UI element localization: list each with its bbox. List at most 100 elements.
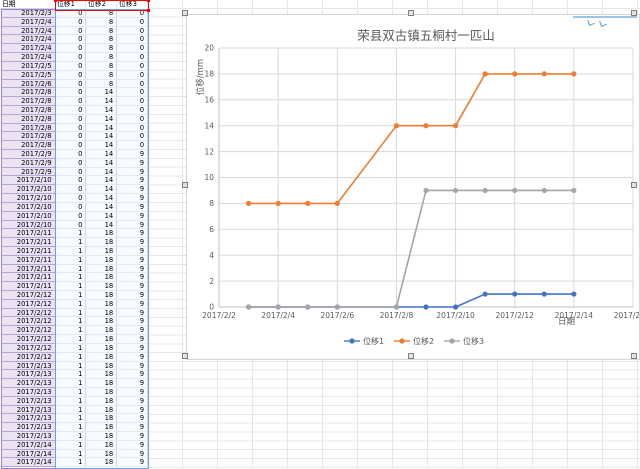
- cell-disp3[interactable]: 9: [117, 150, 149, 159]
- cell-disp2[interactable]: 14: [86, 158, 118, 168]
- cell-disp3[interactable]: 9: [117, 449, 149, 459]
- cell-disp2[interactable]: 14: [86, 194, 118, 203]
- cell-disp1[interactable]: 1: [55, 282, 87, 291]
- cell-date[interactable]: 2017/2/12: [1, 308, 56, 318]
- cell-disp2[interactable]: 18: [86, 229, 118, 239]
- cell-disp1[interactable]: 1: [55, 352, 87, 362]
- cell-disp3[interactable]: 9: [117, 440, 149, 450]
- cell-disp3[interactable]: 0: [117, 105, 149, 115]
- cell-date[interactable]: 2017/2/13: [1, 370, 56, 380]
- cell-disp3[interactable]: 0: [117, 26, 149, 36]
- cell-disp2[interactable]: 18: [86, 379, 118, 388]
- cell-date[interactable]: 2017/2/8: [1, 132, 56, 142]
- cell-disp3[interactable]: 9: [117, 361, 149, 371]
- cell-disp1[interactable]: 1: [55, 291, 87, 300]
- cell-disp3[interactable]: 9: [117, 326, 149, 336]
- cell-date[interactable]: 2017/2/13: [1, 396, 56, 406]
- cell-date[interactable]: 2017/2/14: [1, 458, 56, 468]
- data-point[interactable]: [541, 291, 547, 297]
- cell-date[interactable]: 2017/2/8: [1, 123, 56, 133]
- data-point[interactable]: [334, 200, 340, 206]
- chart-title[interactable]: 荣县双古镇五桐村一匹山: [357, 28, 495, 43]
- cell-disp3[interactable]: 0: [117, 114, 149, 124]
- cell-disp2[interactable]: 18: [86, 396, 118, 406]
- cell-disp3[interactable]: 9: [117, 282, 149, 291]
- cell-date[interactable]: 2017/2/11: [1, 246, 56, 256]
- data-point[interactable]: [482, 291, 488, 297]
- cell-date[interactable]: 2017/2/11: [1, 282, 56, 291]
- cell-disp2[interactable]: 8: [86, 61, 118, 71]
- cell-disp1[interactable]: 0: [55, 70, 87, 80]
- cell-date[interactable]: 2017/2/13: [1, 414, 56, 424]
- data-point[interactable]: [275, 304, 281, 310]
- cell-disp2[interactable]: 18: [86, 308, 118, 318]
- cell-disp3[interactable]: 9: [117, 176, 149, 186]
- data-point[interactable]: [423, 187, 429, 194]
- data-point[interactable]: [393, 304, 400, 310]
- cell-disp1[interactable]: 0: [55, 26, 87, 36]
- cell-disp2[interactable]: 18: [86, 352, 118, 362]
- cell-disp2[interactable]: 8: [86, 17, 118, 27]
- cell-disp3[interactable]: 9: [117, 432, 149, 441]
- cell-disp2[interactable]: 14: [86, 123, 118, 133]
- cell-disp1[interactable]: 1: [55, 440, 87, 450]
- cell-disp3[interactable]: 9: [117, 379, 149, 388]
- cell-disp1[interactable]: 0: [55, 150, 87, 159]
- cell-disp2[interactable]: 14: [86, 97, 118, 106]
- cell-date[interactable]: 2017/2/13: [1, 432, 56, 441]
- cell-date[interactable]: 2017/2/4: [1, 26, 56, 36]
- cell-date[interactable]: 2017/2/11: [1, 264, 56, 274]
- cell-disp2[interactable]: 18: [86, 246, 118, 256]
- cell-disp2[interactable]: 14: [86, 150, 118, 159]
- cell-disp2[interactable]: 18: [86, 273, 118, 283]
- cell-date[interactable]: 2017/2/12: [1, 326, 56, 336]
- cell-disp1[interactable]: 0: [55, 123, 87, 133]
- data-point[interactable]: [245, 200, 252, 206]
- cell-disp2[interactable]: 18: [86, 238, 118, 247]
- cell-date[interactable]: 2017/2/9: [1, 167, 56, 177]
- cell-disp2[interactable]: 18: [86, 335, 118, 344]
- cell-disp2[interactable]: 18: [86, 326, 118, 336]
- cell-disp2[interactable]: 14: [86, 105, 118, 115]
- cell-date[interactable]: 2017/2/11: [1, 229, 56, 239]
- cell-disp2[interactable]: 18: [86, 449, 118, 459]
- chart-selection-handle-sw[interactable]: [182, 353, 188, 359]
- cell-disp1[interactable]: 0: [55, 105, 87, 115]
- data-point[interactable]: [541, 187, 547, 194]
- cell-disp2[interactable]: 14: [86, 88, 118, 98]
- cell-disp3[interactable]: 0: [117, 88, 149, 98]
- cell-disp1[interactable]: 0: [55, 220, 87, 230]
- y-axis-title[interactable]: 位移/mm: [195, 59, 206, 95]
- cell-disp1[interactable]: 1: [55, 405, 87, 415]
- cell-date[interactable]: 2017/2/9: [1, 158, 56, 168]
- cell-disp1[interactable]: 0: [55, 185, 87, 195]
- cell-disp3[interactable]: 9: [117, 202, 149, 212]
- cell-disp1[interactable]: 0: [55, 61, 87, 71]
- cell-disp3[interactable]: 0: [117, 44, 149, 54]
- cell-disp3[interactable]: 0: [117, 132, 149, 142]
- cell-disp3[interactable]: 9: [117, 194, 149, 203]
- cell-disp3[interactable]: 0: [117, 17, 149, 27]
- cell-disp2[interactable]: 14: [86, 211, 118, 221]
- cell-date[interactable]: 2017/2/12: [1, 291, 56, 300]
- cell-disp3[interactable]: 9: [117, 255, 149, 265]
- cell-disp3[interactable]: 9: [117, 414, 149, 424]
- cell-disp3[interactable]: 9: [117, 343, 149, 353]
- cell-date[interactable]: 2017/2/11: [1, 238, 56, 247]
- cell-disp3[interactable]: 9: [117, 308, 149, 318]
- data-point[interactable]: [452, 187, 459, 194]
- cell-disp2[interactable]: 18: [86, 370, 118, 380]
- cell-disp1[interactable]: 0: [55, 176, 87, 186]
- header-cell-date[interactable]: 日期: [0, 0, 55, 9]
- data-point[interactable]: [393, 123, 400, 129]
- cell-disp3[interactable]: 0: [117, 97, 149, 106]
- cell-disp1[interactable]: 0: [55, 167, 87, 177]
- cell-disp1[interactable]: 0: [55, 97, 87, 106]
- cell-disp1[interactable]: 1: [55, 326, 87, 336]
- header-cell-disp3[interactable]: 位移3: [117, 0, 148, 9]
- series-line-位移2[interactable]: [248, 73, 574, 205]
- cell-date[interactable]: 2017/2/12: [1, 352, 56, 362]
- cell-disp2[interactable]: 18: [86, 343, 118, 353]
- cell-disp1[interactable]: 1: [55, 414, 87, 424]
- cell-disp1[interactable]: 1: [55, 246, 87, 256]
